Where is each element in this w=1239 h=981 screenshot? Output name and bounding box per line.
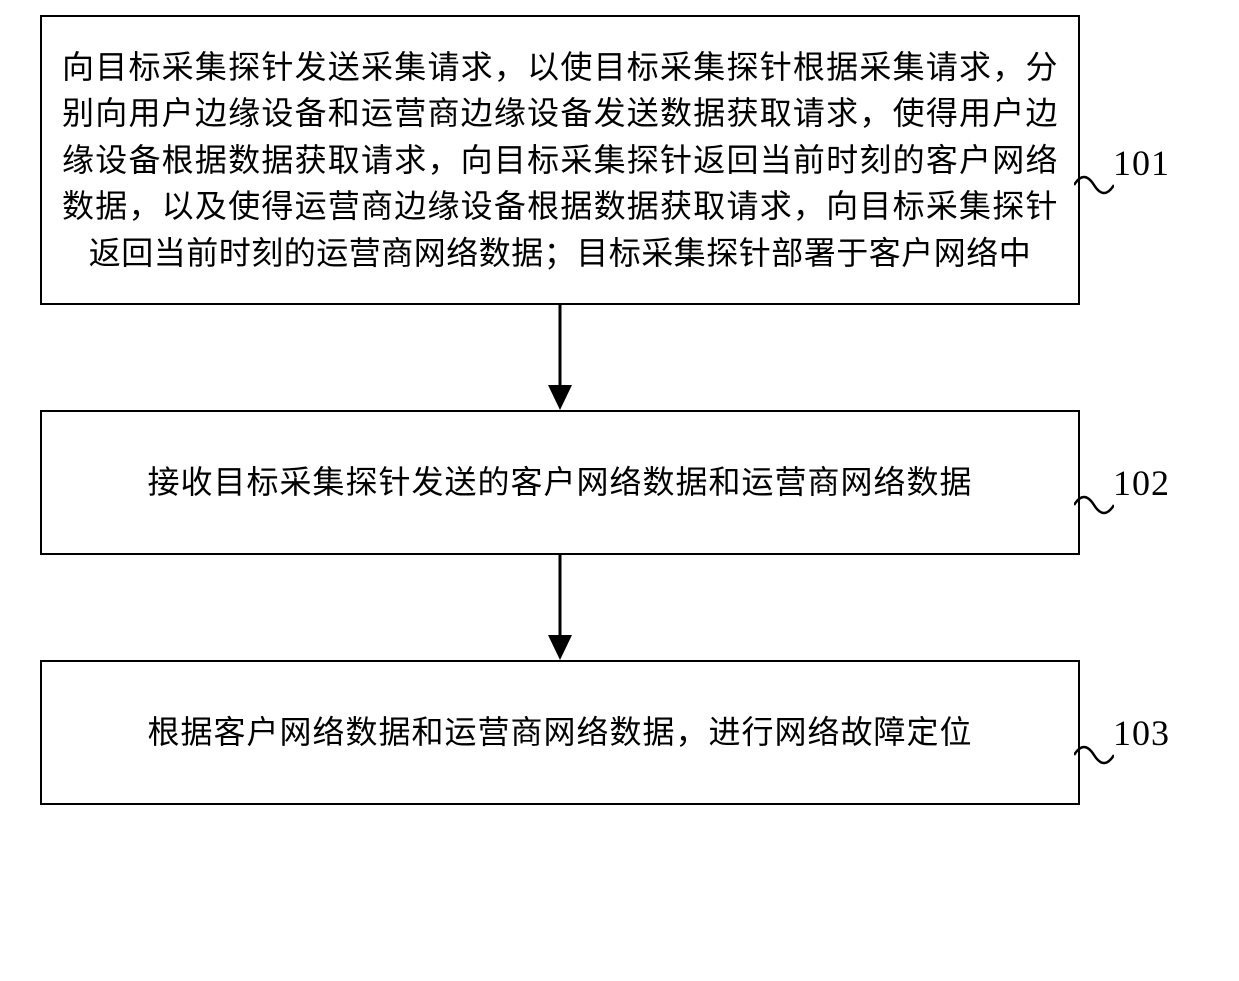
flow-step-101: 向目标采集探针发送采集请求，以使目标采集探针根据采集请求，分别向用户边缘设备和运… (40, 15, 1080, 305)
flow-step-102: 接收目标采集探针发送的客户网络数据和运营商网络数据 102 (40, 410, 1080, 555)
flow-step-103: 根据客户网络数据和运营商网络数据，进行网络故障定位 103 (40, 660, 1080, 805)
flow-step-103-label: 103 (1113, 712, 1170, 754)
arrow-2-to-3 (40, 555, 1080, 660)
arrow-down-icon (540, 305, 580, 410)
arrow-down-icon (540, 555, 580, 660)
flowchart-container: 向目标采集探针发送采集请求，以使目标采集探针根据采集请求，分别向用户边缘设备和运… (40, 15, 1200, 805)
connector-curve-icon (1074, 737, 1114, 775)
connector-curve-icon (1074, 167, 1114, 205)
flow-step-102-label: 102 (1113, 462, 1170, 504)
flow-step-103-text: 根据客户网络数据和运营商网络数据，进行网络故障定位 (147, 712, 972, 754)
flow-step-102-text: 接收目标采集探针发送的客户网络数据和运营商网络数据 (147, 462, 972, 504)
flow-step-101-text: 向目标采集探针发送采集请求，以使目标采集探针根据采集请求，分别向用户边缘设备和运… (62, 44, 1058, 276)
flow-step-101-label: 101 (1113, 142, 1170, 184)
connector-curve-icon (1074, 487, 1114, 525)
arrow-1-to-2 (40, 305, 1080, 410)
